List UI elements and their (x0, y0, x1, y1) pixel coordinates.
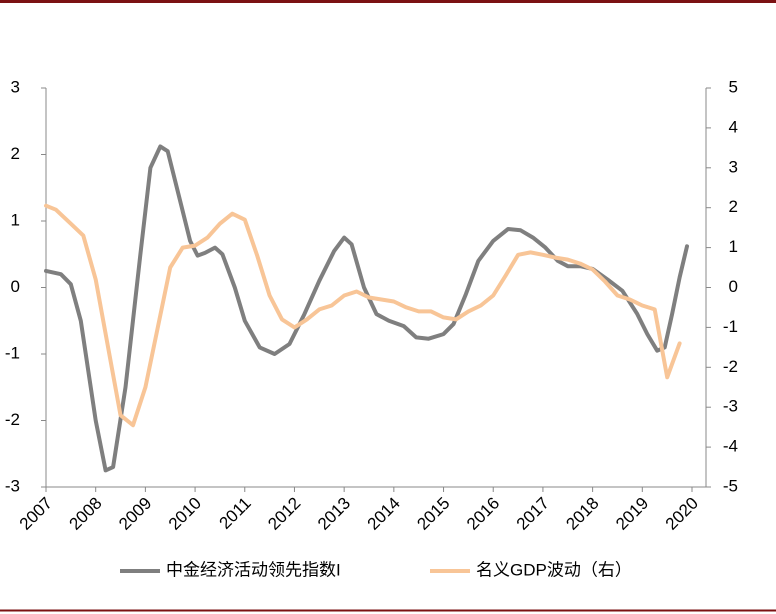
x-tick-label: 2009 (115, 494, 155, 534)
y-tick-label: 0 (11, 277, 20, 296)
x-tick-label: 2010 (165, 494, 205, 534)
y2-tick-label: 0 (729, 277, 738, 296)
y2-tick-label: -5 (723, 476, 738, 495)
y2-tick-label: 2 (729, 197, 738, 216)
y2-tick-label: -2 (723, 357, 738, 376)
x-tick-label: 2013 (314, 494, 354, 534)
y2-tick-label: 3 (729, 157, 738, 176)
legend-label: 名义GDP波动（右） (476, 560, 632, 579)
series-line (44, 144, 689, 473)
x-tick-label: 2017 (513, 494, 553, 534)
x-tick-label: 2015 (413, 494, 453, 534)
x-tick-label: 2008 (66, 494, 106, 534)
y2-tick-label: 5 (729, 77, 738, 96)
y2-tick-label: 1 (729, 237, 738, 256)
y2-tick-label: -3 (723, 397, 738, 416)
y2-tick-label: -1 (723, 317, 738, 336)
y-tick-label: -1 (5, 343, 20, 362)
x-tick-label: 2016 (463, 494, 503, 534)
y2-tick-label: -4 (723, 437, 738, 456)
x-tick-label: 2014 (364, 494, 404, 534)
x-tick-label: 2020 (662, 494, 702, 534)
y-tick-label: 3 (11, 77, 20, 96)
y-tick-label: -3 (5, 476, 20, 495)
x-tick-label: 2018 (562, 494, 602, 534)
legend-label: 中金经济活动领先指数I (166, 560, 341, 579)
x-tick-label: 2019 (612, 494, 652, 534)
y-tick-label: -2 (5, 410, 20, 429)
y-tick-label: 1 (11, 210, 20, 229)
y2-tick-label: 4 (729, 117, 738, 136)
x-tick-label: 2007 (16, 494, 56, 534)
y-tick-label: 2 (11, 144, 20, 163)
series-line (44, 203, 682, 428)
x-tick-label: 2011 (215, 494, 254, 533)
x-tick-label: 2012 (264, 494, 304, 534)
